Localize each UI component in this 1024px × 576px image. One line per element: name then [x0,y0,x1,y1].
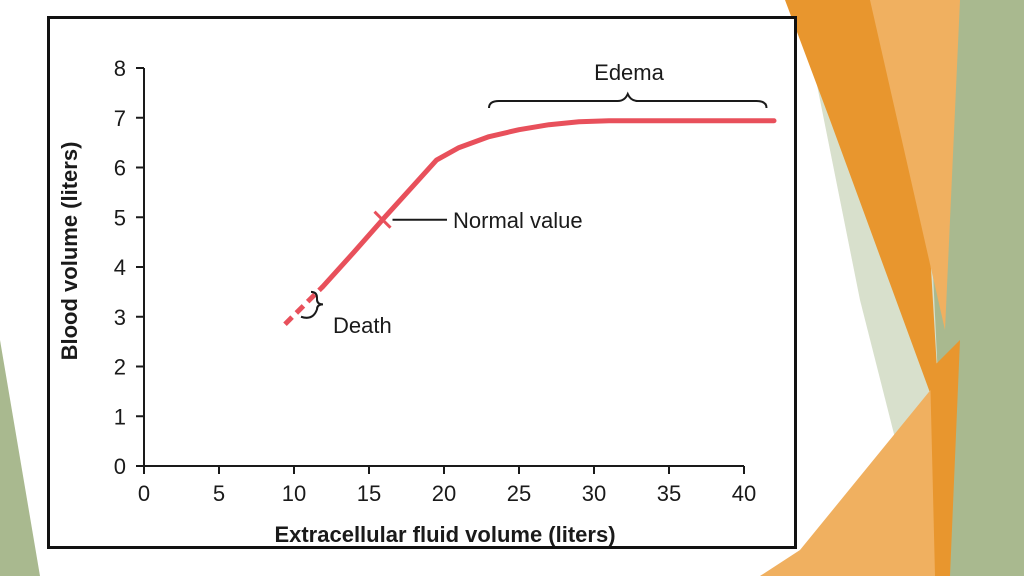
death-brace [300,290,324,319]
y-axis-title: Blood volume (liters) [57,142,82,361]
y-tick-label: 3 [114,305,126,330]
chart-panel: 0 5 10 15 20 25 30 35 40 0 1 2 3 4 5 6 7 8 Extracellular … [47,16,797,549]
x-tick-label: 0 [138,481,150,506]
blood-volume-curve [320,118,777,290]
line-chart: 0 5 10 15 20 25 30 35 40 0 1 2 3 4 5 6 7 8 Extracellular … [57,56,777,546]
x-tick-label: 15 [357,481,381,506]
y-tick-label: 2 [114,355,126,380]
death-label: Death [333,313,392,338]
y-tick-label: 4 [114,255,126,280]
x-tick-label: 40 [732,481,756,506]
left-green-accent [0,340,40,576]
x-tick-label: 25 [507,481,531,506]
right-light-orange-shape [870,0,960,330]
x-tick-label: 35 [657,481,681,506]
normal-value-label: Normal value [453,208,583,233]
x-tick-label: 20 [432,481,456,506]
x-axis-title: Extracellular fluid volume (liters) [274,522,615,546]
y-tick-label: 7 [114,106,126,131]
edema-brace [488,91,768,109]
y-tick-label: 0 [114,454,126,479]
y-tick-label: 8 [114,56,126,81]
normal-value-marker [373,210,392,229]
x-tick-label: 30 [582,481,606,506]
y-tick-label: 5 [114,205,126,230]
y-tick-label: 6 [114,156,126,181]
edema-label: Edema [594,60,664,85]
y-tick-label: 1 [114,404,126,429]
right-orange-sliver [930,340,960,576]
death-dashed-segment [283,285,325,326]
x-tick-label: 5 [213,481,225,506]
x-tick-label: 10 [282,481,306,506]
right-orange-shape-bottom [760,360,955,576]
